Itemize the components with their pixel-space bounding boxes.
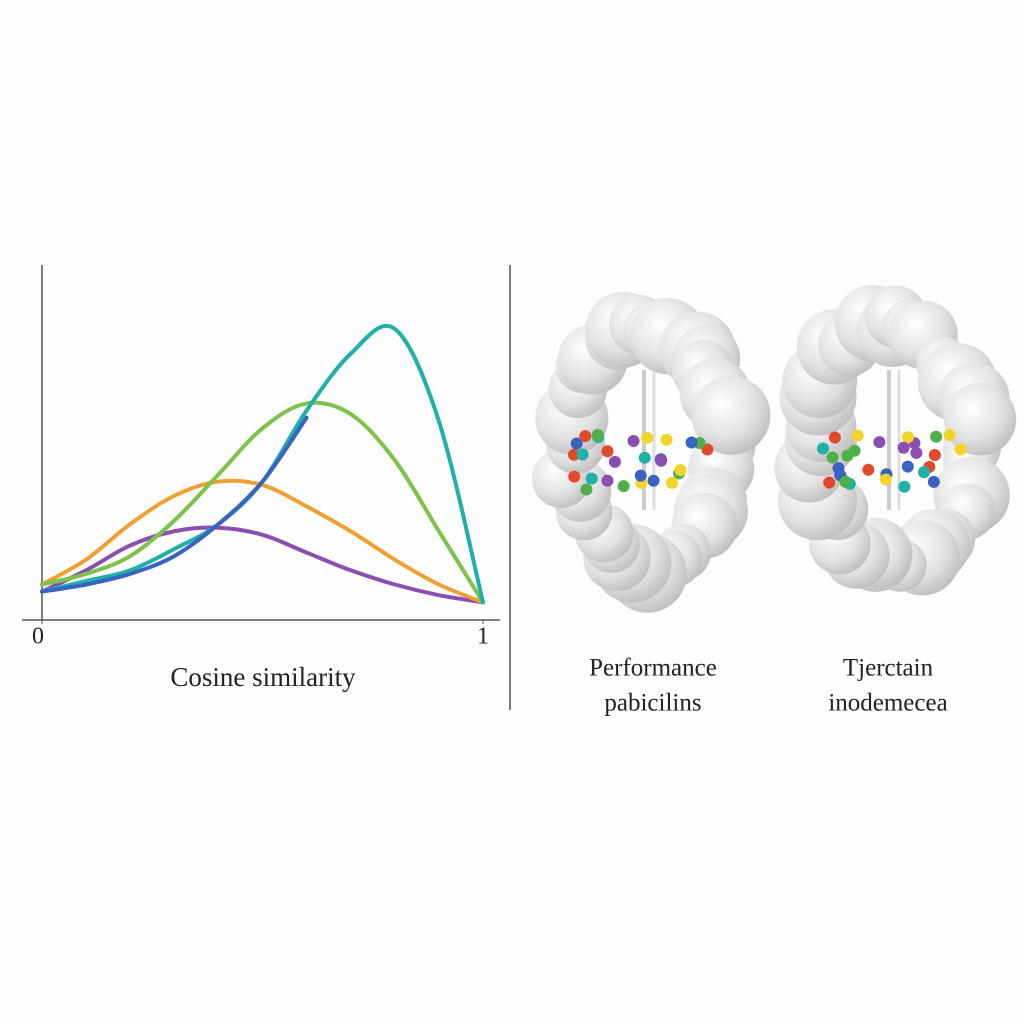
molecule-atom bbox=[839, 475, 852, 488]
molecule-atom bbox=[954, 443, 967, 456]
molecule-atom bbox=[930, 430, 943, 443]
molecule-atom bbox=[828, 431, 841, 444]
molecule-atom bbox=[634, 469, 647, 482]
molecule-atom bbox=[627, 434, 640, 447]
molecule-atom bbox=[901, 460, 914, 473]
molecule bbox=[774, 284, 1017, 596]
molecule-atom bbox=[585, 472, 598, 485]
molecule-atom bbox=[608, 455, 621, 468]
molecule-atom bbox=[617, 480, 630, 493]
panel-caption: inodemecea bbox=[828, 690, 947, 717]
panel-caption: Tjerctain bbox=[843, 655, 934, 682]
panel-caption: pabicilins bbox=[604, 690, 701, 717]
molecule-atom bbox=[601, 445, 614, 458]
molecule-atom bbox=[832, 462, 845, 475]
line-series bbox=[40, 525, 485, 605]
molecule-atom bbox=[568, 470, 581, 483]
panel-caption: Performance bbox=[589, 655, 717, 682]
molecule-atom bbox=[685, 436, 698, 449]
molecule bbox=[531, 291, 771, 613]
line-series bbox=[40, 400, 485, 605]
molecule-atom bbox=[901, 431, 914, 444]
molecule-atom bbox=[873, 436, 886, 449]
molecule-atom bbox=[591, 429, 604, 442]
molecule-atom bbox=[655, 454, 668, 467]
molecule-atom bbox=[638, 451, 651, 464]
molecule-atom bbox=[917, 466, 930, 479]
molecule-atom bbox=[879, 473, 892, 486]
molecule-atom bbox=[841, 449, 854, 462]
x-tick-label: 0 bbox=[32, 624, 44, 650]
molecule-atom bbox=[601, 474, 614, 487]
line-series bbox=[40, 323, 485, 605]
molecule-sphere bbox=[691, 375, 771, 455]
molecule-atom bbox=[576, 448, 589, 461]
molecule-atom bbox=[568, 448, 581, 461]
molecule-atom bbox=[943, 429, 956, 442]
molecule-atom bbox=[897, 441, 910, 454]
molecule-atom bbox=[579, 430, 592, 443]
molecule-atom bbox=[823, 476, 836, 489]
line-series bbox=[40, 415, 309, 594]
molecule-atom bbox=[666, 476, 679, 489]
molecule-atom bbox=[817, 442, 829, 455]
molecule-atom bbox=[851, 429, 864, 442]
molecule-atom bbox=[580, 483, 593, 496]
molecule-atom bbox=[647, 474, 660, 487]
molecule-atom bbox=[641, 431, 654, 444]
molecule-atom bbox=[927, 475, 940, 488]
molecule-atom bbox=[910, 446, 923, 459]
molecule-atom bbox=[898, 480, 911, 493]
molecule-atom bbox=[862, 463, 875, 476]
molecule-atom bbox=[826, 451, 839, 464]
molecule-atom bbox=[660, 433, 673, 446]
molecule-atom bbox=[674, 464, 687, 477]
molecule-atom bbox=[570, 437, 583, 450]
molecule-atom bbox=[928, 448, 941, 461]
x-tick-label: 1 bbox=[477, 624, 489, 650]
x-axis-label: Cosine similarity bbox=[170, 662, 356, 692]
line-series bbox=[40, 478, 485, 605]
molecule-sphere bbox=[943, 382, 1017, 456]
molecule-atom bbox=[701, 443, 714, 456]
